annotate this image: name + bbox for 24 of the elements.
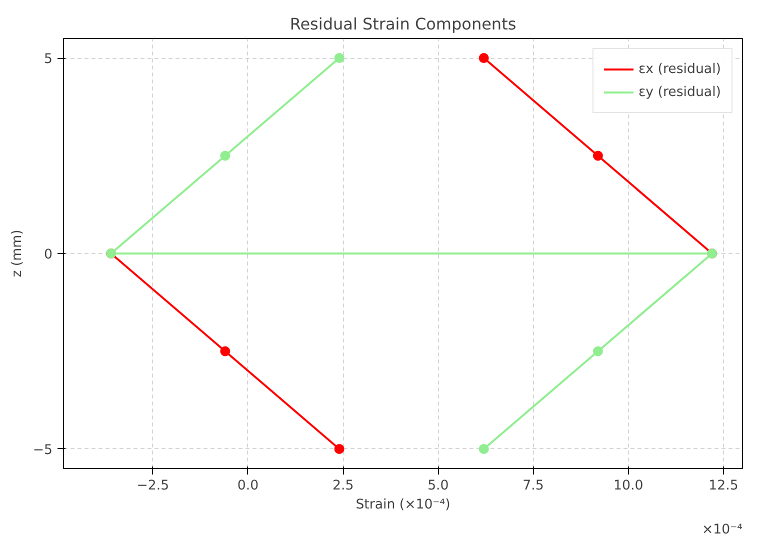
y-axis-title: z (mm) <box>10 230 25 278</box>
x-axis-title: Strain (×10⁻⁴) <box>356 498 450 512</box>
y-tick-label: −5 <box>32 442 53 458</box>
chart-title: Residual Strain Components <box>290 14 516 34</box>
x-tick-label: 12.5 <box>708 478 738 494</box>
x-tick-label: 5.0 <box>428 478 449 494</box>
point <box>334 444 344 454</box>
point <box>334 53 344 64</box>
point <box>478 444 489 454</box>
point <box>592 346 603 356</box>
x-tick-label: 2.5 <box>332 478 354 494</box>
x-tick-label: −2.5 <box>136 478 170 494</box>
point <box>592 150 603 161</box>
x-tick-label: 10.0 <box>614 478 644 494</box>
point <box>478 53 489 64</box>
x-tick-label: 0.0 <box>237 478 259 494</box>
point <box>220 346 230 356</box>
point <box>220 150 230 161</box>
legend-label: εx (residual) <box>638 62 721 76</box>
x-tick-label: 7.5 <box>522 478 544 494</box>
y-tick-label: 0 <box>44 248 53 262</box>
legend-label: εy (residual) <box>638 84 721 100</box>
text: ×10⁻⁴ <box>702 522 743 538</box>
y-tick-label: 5 <box>44 52 53 68</box>
